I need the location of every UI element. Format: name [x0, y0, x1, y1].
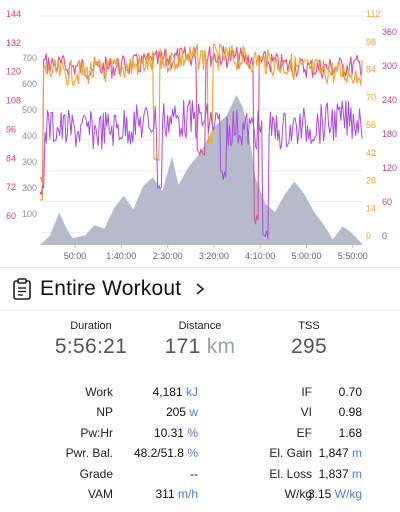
cadence-axis-tick: 42 — [366, 148, 376, 158]
power-axis-tick: 200 — [22, 183, 37, 193]
stat-unit: m — [352, 446, 362, 461]
stat-value: 48.2/51.8 % — [133, 446, 198, 461]
speed-axis-tick: 240 — [382, 95, 397, 105]
tss-label: TSS — [298, 320, 320, 332]
stats-row: NP 205 w VI 0.98 — [0, 403, 400, 423]
stat-value: 4,181 kJ — [152, 385, 198, 399]
distance-unit: km — [206, 335, 236, 358]
stat-label: W/kg — [284, 486, 312, 501]
cadence-axis-tick: 28 — [366, 176, 376, 186]
x-tick-label: 5:00:00 — [291, 251, 321, 261]
hr-axis-tick: 60 — [6, 211, 16, 221]
stat-label: El. Gain — [269, 446, 312, 461]
stat-unit: m — [352, 466, 362, 481]
stat-label: VAM — [87, 486, 113, 501]
power-axis-tick: 600 — [22, 79, 37, 89]
cadence-axis-tick: 84 — [366, 65, 376, 75]
stats-row: Work 4,181 kJ IF 0.70 — [0, 383, 400, 403]
distance-label: Distance — [178, 320, 222, 332]
cadence-axis-tick: 98 — [366, 37, 376, 47]
power-axis-tick: 400 — [22, 131, 37, 141]
stat-value: 0.98 — [338, 405, 362, 420]
speed-axis-tick: 120 — [382, 163, 397, 173]
stats-row: Pw:Hr 10.31 % EF 1.68 — [0, 424, 400, 444]
elevation-area — [40, 94, 362, 246]
stat-unit: kJ — [186, 385, 198, 399]
cadence-axis-tick: 56 — [366, 120, 376, 130]
power-axis-tick: 100 — [22, 209, 37, 219]
chevron-right-icon — [195, 282, 205, 296]
stat-label: EF — [296, 425, 312, 440]
stat-value: 1,847 m — [318, 446, 362, 461]
power-axis-tick: 300 — [22, 157, 37, 167]
duration-label: Duration — [70, 320, 112, 332]
tss-metric: TSS 295 — [244, 320, 374, 359]
hr-axis-tick: 96 — [6, 124, 16, 134]
cadence-axis-tick: 112 — [366, 9, 380, 19]
hr-axis-tick: 108 — [6, 96, 21, 106]
stat-unit: % — [187, 446, 198, 461]
x-tick-label: 50:00 — [64, 251, 87, 261]
stat-label: Pw:Hr — [80, 425, 113, 440]
stats-table: Work 4,181 kJ IF 0.70 NP 205 w VI 0.98 Pw:Hr 10.3… — [0, 383, 400, 505]
stat-unit: m/h — [177, 486, 198, 501]
workout-selector[interactable]: Entire Workout — [0, 268, 400, 310]
clipboard-icon — [12, 278, 32, 300]
stat-label: Grade — [79, 466, 113, 481]
speed-axis-tick: 180 — [382, 129, 397, 139]
workout-title: Entire Workout — [40, 277, 182, 300]
summary-metrics: Duration 5:56:21 Distance 171 km TSS 295 — [0, 320, 400, 366]
cadence-axis-tick: 0 — [366, 231, 371, 241]
power-axis-tick: 500 — [22, 105, 37, 115]
x-tick-label: 3:20:00 — [199, 251, 229, 261]
speed-axis-tick: 360 — [382, 27, 397, 37]
stat-value: 205 w — [165, 405, 198, 420]
x-tick-label: 5:50:00 — [338, 251, 368, 261]
distance-number: 171 — [164, 335, 201, 358]
workout-chart[interactable]: 50:00 1:40:00 2:30:00 3:20:00 4:10:00 5:00:00… — [0, 0, 400, 268]
speed-axis-tick: 300 — [382, 61, 397, 71]
distance-value: 171 km — [135, 335, 265, 359]
distance-metric: Distance 171 km — [135, 320, 265, 359]
stat-value: 10.31 % — [153, 425, 198, 440]
x-tick-label: 2:30:00 — [153, 251, 183, 261]
stats-row: Pwr. Bal. 48.2/51.8 % El. Gain 1,847 m — [0, 444, 400, 464]
stat-value: 311 m/h — [155, 486, 199, 501]
power-axis-tick: 700 — [22, 53, 37, 63]
stat-unit: % — [187, 425, 198, 440]
speed-axis-tick: 60 — [382, 197, 392, 207]
speed-axis-tick: 0 — [382, 231, 387, 241]
stat-label: NP — [96, 405, 113, 420]
stat-label: Pwr. Bal. — [65, 446, 113, 461]
x-tick-label: 1:40:00 — [106, 251, 136, 261]
cadence-line — [39, 43, 363, 201]
stat-label: VI — [300, 405, 312, 420]
stat-value: 1,837 m — [318, 466, 362, 481]
hr-axis-tick: 132 — [6, 38, 21, 48]
tss-value: 295 — [291, 335, 327, 358]
duration-value: 5:56:21 — [54, 335, 128, 358]
cadence-axis-tick: 14 — [366, 203, 376, 213]
stats-row: Grade -- El. Loss 1,837 m — [0, 465, 400, 485]
hr-axis-tick: 120 — [6, 67, 21, 77]
stat-value: 3.15 W/kg — [307, 486, 362, 501]
hr-axis-tick: 84 — [6, 153, 16, 163]
stats-row: VAM 311 m/h W/kg 3.15 W/kg — [0, 485, 400, 505]
cadence-axis-tick: 70 — [366, 92, 376, 102]
stat-unit: w — [189, 405, 198, 420]
x-tick-label: 4:10:00 — [245, 251, 275, 261]
stat-label: Work — [85, 385, 113, 399]
duration-metric: Duration 5:56:21 — [26, 320, 156, 359]
hr-axis-tick: 72 — [6, 182, 16, 192]
stat-value: -- — [190, 466, 198, 481]
stat-label: IF — [301, 385, 312, 399]
stat-label: El. Loss — [269, 466, 312, 481]
hr-axis-tick: 144 — [6, 9, 21, 19]
stat-value: 0.70 — [338, 385, 362, 399]
stat-value: 1.68 — [338, 425, 362, 440]
stat-unit: W/kg — [334, 486, 362, 501]
power-line — [39, 99, 363, 239]
